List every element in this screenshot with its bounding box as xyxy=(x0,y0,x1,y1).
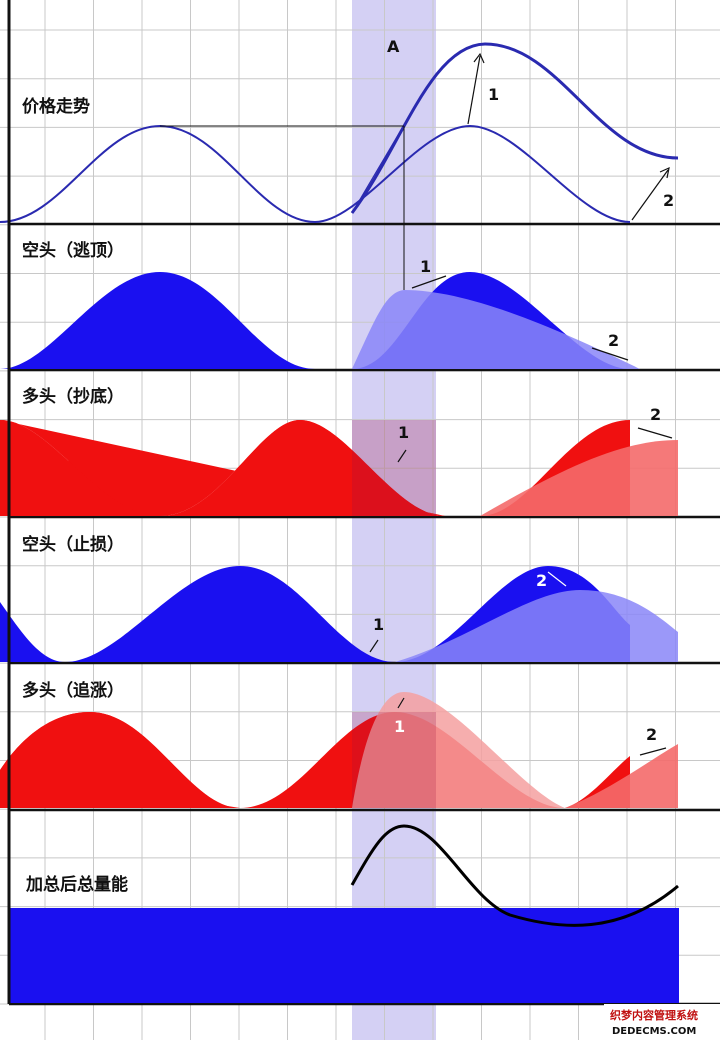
marker-1: 1 xyxy=(373,615,384,634)
blue-wave-1 xyxy=(0,602,65,662)
red-wave-shifted xyxy=(480,440,678,516)
marker-1: 1 xyxy=(420,257,431,276)
price-drop-line xyxy=(351,124,405,214)
panel-bulls-chase-rally: 多头（追涨） 1 2 xyxy=(0,680,678,808)
watermark: 织梦内容管理系统 DEDECMS.COM xyxy=(604,1004,720,1040)
blue-wave-1 xyxy=(0,272,315,369)
blue-wave-shifted xyxy=(395,590,678,662)
price-curve-up xyxy=(350,42,679,214)
panel-separators xyxy=(9,222,720,1006)
watermark-line1: 织梦内容管理系统 xyxy=(610,1008,698,1022)
highlight-band xyxy=(352,0,436,1040)
panel-bears-stop-loss: 空头（止损） 1 2 xyxy=(0,534,678,662)
watermark-line2: DEDECMS.COM xyxy=(612,1026,696,1037)
marker-1: 1 xyxy=(398,423,409,442)
marker-2: 2 xyxy=(536,571,547,590)
blue-wave-2 xyxy=(65,566,395,662)
marker-2: 2 xyxy=(663,191,674,210)
total-volume-curve xyxy=(350,824,679,927)
blue-wave-shifted xyxy=(352,290,640,369)
marker-2: 2 xyxy=(608,331,619,350)
panel-title: 价格走势 xyxy=(22,96,90,117)
price-curve-base xyxy=(0,124,631,224)
panel-title: 加总后总量能 xyxy=(25,874,128,895)
volume-block xyxy=(9,908,679,1003)
marker-2: 2 xyxy=(650,405,661,424)
panel-price-trend: A 价格走势 1 2 xyxy=(0,37,679,290)
marker-1: 1 xyxy=(488,85,499,104)
arrow-1 xyxy=(467,55,481,125)
marker-a: A xyxy=(387,37,400,56)
panel-bulls-bottom-fishing: 多头（抄底） 1 2 xyxy=(0,386,678,516)
panel-aggregate-volume: 加总后总量能 xyxy=(9,824,679,1003)
panel-bears-escape-top: 空头（逃顶） 1 2 xyxy=(0,240,640,369)
red-wave-shifted xyxy=(352,692,565,808)
marker-1: 1 xyxy=(394,717,405,736)
panel-title: 空头（止损） xyxy=(22,534,124,555)
panel-title: 空头（逃顶） xyxy=(22,240,124,261)
arrow-2 xyxy=(631,169,669,221)
panel-title: 多头（追涨） xyxy=(22,680,124,701)
panel-title: 多头（抄底） xyxy=(22,386,124,407)
marker-2: 2 xyxy=(646,725,657,744)
